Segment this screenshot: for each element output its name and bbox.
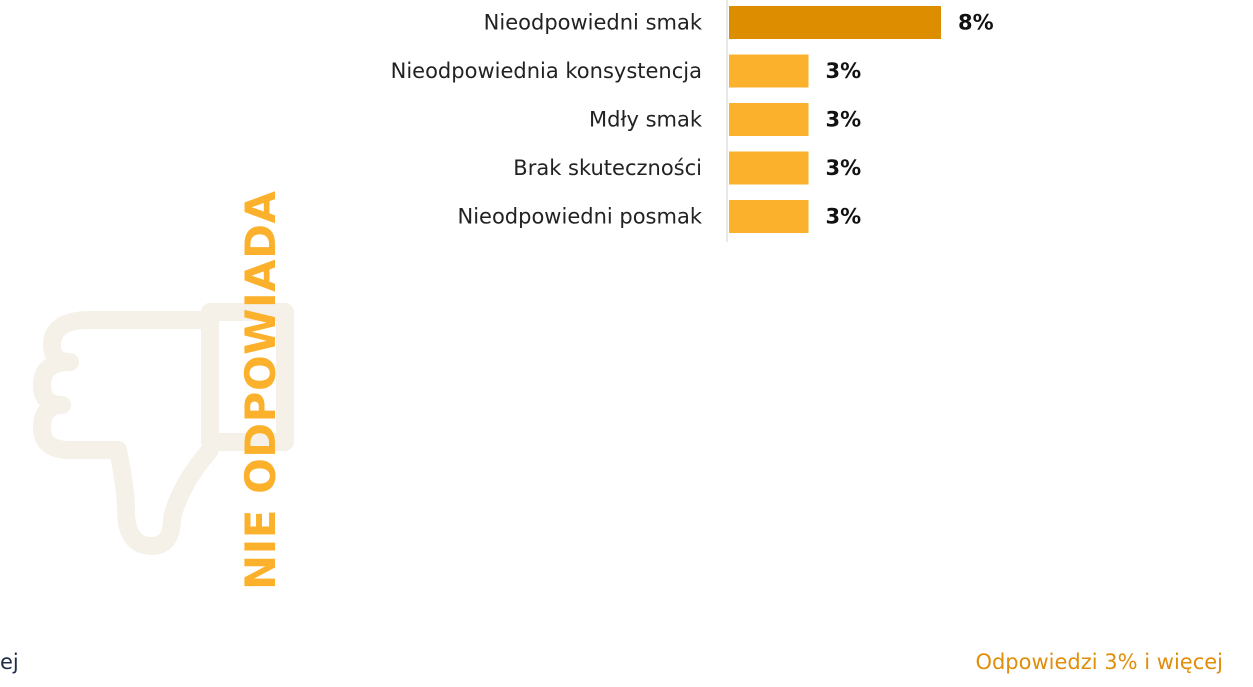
category-label-2: Mdły smak [589,108,703,132]
bar-3 [729,151,809,185]
value-label-0: 8% [958,11,994,35]
bar-4 [729,200,809,233]
value-label-2: 3% [826,108,862,132]
footnote-left: ej [0,650,19,674]
bar-2 [729,103,809,136]
value-label-3: 3% [826,156,862,180]
value-label-1: 3% [826,59,862,83]
bar-0 [729,6,941,39]
bar-chart: Nieodpowiedni smak 8% Nieodpowiednia konsy… [391,0,994,242]
chart-title: NIE ODPOWIADA [236,190,285,590]
category-label-0: Nieodpowiedni smak [484,11,703,35]
bars-layer: Nieodpowiedni smak 8% Nieodpowiednia konsy… [391,6,994,233]
footnote-right: Odpowiedzi 3% i więcej [975,650,1223,674]
value-label-4: 3% [826,205,862,229]
thumbs-down-icon [33,303,294,555]
category-label-3: Brak skuteczności [513,156,702,180]
category-label-1: Nieodpowiednia konsystencja [391,59,702,83]
category-label-4: Nieodpowiedni posmak [457,205,702,229]
bar-1 [729,54,809,88]
